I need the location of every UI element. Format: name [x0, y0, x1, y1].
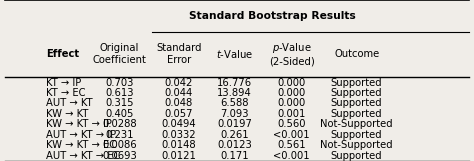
- Text: AUT → KT: AUT → KT: [46, 98, 93, 109]
- Text: 6.588: 6.588: [220, 98, 249, 109]
- Text: 0.703: 0.703: [106, 77, 134, 88]
- Text: 0.561: 0.561: [277, 140, 306, 150]
- Text: Original
Coefficient: Original Coefficient: [93, 43, 146, 65]
- Text: <0.001: <0.001: [273, 151, 310, 161]
- Text: 0.0693: 0.0693: [102, 151, 137, 161]
- Text: 0.405: 0.405: [106, 109, 134, 119]
- Text: 0.171: 0.171: [220, 151, 249, 161]
- Text: 0.0288: 0.0288: [102, 119, 137, 129]
- Text: Effect: Effect: [46, 49, 79, 59]
- Text: AUT → KT → IP: AUT → KT → IP: [46, 130, 116, 140]
- Text: 13.894: 13.894: [217, 88, 252, 98]
- Text: 0.042: 0.042: [165, 77, 193, 88]
- Text: $p$-Value
(2-Sided): $p$-Value (2-Sided): [269, 41, 314, 67]
- Text: <0.001: <0.001: [273, 130, 310, 140]
- Text: 0.0148: 0.0148: [162, 140, 196, 150]
- Text: 7.093: 7.093: [220, 109, 249, 119]
- Text: KW → KT → IP: KW → KT → IP: [46, 119, 112, 129]
- Text: KW → KT: KW → KT: [46, 109, 89, 119]
- Text: KT → EC: KT → EC: [46, 88, 86, 98]
- Text: 0.613: 0.613: [105, 88, 134, 98]
- Text: Not-Supported: Not-Supported: [320, 140, 393, 150]
- Text: Outcome: Outcome: [334, 49, 379, 59]
- Text: AUT → KT → EC: AUT → KT → EC: [46, 151, 120, 161]
- Text: 0.0086: 0.0086: [102, 140, 137, 150]
- Text: 0.000: 0.000: [277, 98, 306, 109]
- Text: 0.0494: 0.0494: [162, 119, 196, 129]
- Text: 0.0121: 0.0121: [162, 151, 196, 161]
- Text: 16.776: 16.776: [217, 77, 252, 88]
- Text: Supported: Supported: [331, 109, 383, 119]
- Text: 0.0123: 0.0123: [217, 140, 252, 150]
- Text: Standard
Error: Standard Error: [156, 43, 201, 65]
- Text: Supported: Supported: [331, 77, 383, 88]
- Text: Supported: Supported: [331, 151, 383, 161]
- Text: 0.000: 0.000: [277, 77, 306, 88]
- Text: Not-Supported: Not-Supported: [320, 119, 393, 129]
- Text: 0.044: 0.044: [165, 88, 193, 98]
- Text: 0.057: 0.057: [164, 109, 193, 119]
- Text: KW → KT → EC: KW → KT → EC: [46, 140, 116, 150]
- Text: 0.231: 0.231: [105, 130, 134, 140]
- Text: 0.560: 0.560: [277, 119, 306, 129]
- Text: 0.315: 0.315: [105, 98, 134, 109]
- Text: 0.0197: 0.0197: [217, 119, 252, 129]
- Text: Supported: Supported: [331, 88, 383, 98]
- Text: 0.0332: 0.0332: [162, 130, 196, 140]
- Text: 0.048: 0.048: [165, 98, 193, 109]
- Text: Standard Bootstrap Results: Standard Bootstrap Results: [189, 11, 356, 21]
- Text: 0.001: 0.001: [277, 109, 306, 119]
- Text: Supported: Supported: [331, 130, 383, 140]
- Text: $t$-Value: $t$-Value: [216, 48, 253, 60]
- Text: 0.261: 0.261: [220, 130, 249, 140]
- Text: Supported: Supported: [331, 98, 383, 109]
- Text: KT → IP: KT → IP: [46, 77, 82, 88]
- Text: 0.000: 0.000: [277, 88, 306, 98]
